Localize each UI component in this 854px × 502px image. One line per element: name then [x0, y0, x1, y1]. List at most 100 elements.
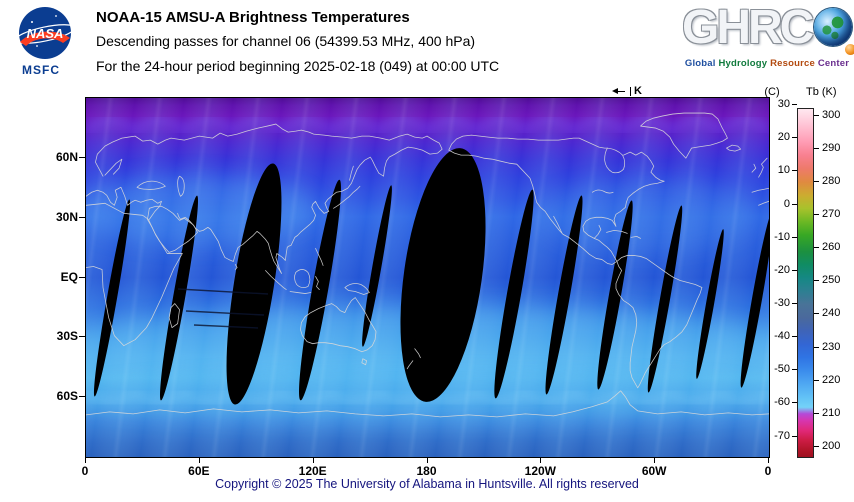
orbital-gap: [696, 229, 724, 379]
coast-cuba: [606, 229, 628, 234]
coast-eurasia-north: [95, 123, 428, 177]
colorbar-celsius-tick-label: -20: [774, 263, 790, 276]
lon-tick-label: 60E: [188, 464, 210, 478]
colorbar-celsius-tick-mark: [792, 402, 797, 404]
colorbar-kelvin-tick-mark: [814, 247, 819, 249]
colorbar-celsius-tick-label: -40: [774, 330, 790, 343]
lon-tick-label: 180: [416, 464, 437, 478]
lat-tick-label: EQ: [60, 269, 78, 284]
colorbar-kelvin-tick-mark: [814, 214, 819, 216]
lon-tick-label: 120W: [524, 464, 556, 478]
colorbar-kelvin-tick-label: 210: [822, 406, 841, 419]
lat-tick-mark: [79, 216, 85, 218]
colorbar-celsius-unit: (C): [764, 86, 780, 98]
colorbar-kelvin-tick-label: 280: [822, 174, 841, 187]
colorbar-kelvin-tick-mark: [814, 412, 819, 414]
arrow-bar-icon: [630, 86, 631, 96]
colorbar: [797, 108, 814, 458]
coast-tasmania: [361, 358, 367, 366]
coast-sumatra: [265, 270, 287, 290]
colorbar-celsius-tick-label: -30: [774, 297, 790, 310]
colorbar-kelvin-tick-mark: [814, 114, 819, 116]
nasa-chevron: [20, 31, 70, 46]
coast-iberia: [751, 187, 769, 206]
nasa-logo: NASA: [15, 7, 75, 59]
colorbar-celsius-tick-mark: [792, 203, 797, 205]
coast-sri-lanka: [234, 264, 238, 270]
orbital-gap: [597, 200, 633, 390]
colorbar-kelvin-tick-mark: [814, 313, 819, 315]
ghrc-tagline-word: Center: [815, 58, 850, 69]
ghrc-tagline-word: Hydrology: [715, 58, 768, 69]
k-marker-label: K: [634, 85, 642, 97]
lon-tick-mark: [312, 458, 314, 463]
colorbar-kelvin-tick-label: 200: [822, 440, 841, 453]
orbital-gap: [299, 179, 341, 401]
orbital-gap: [93, 199, 131, 397]
lat-tick-mark: [79, 336, 85, 338]
coast-new-zealand: [406, 348, 421, 370]
colorbar-celsius-tick-label: 10: [777, 164, 790, 177]
colorbar-celsius-tick-mark: [792, 336, 797, 338]
lat-tick-label: 30S: [56, 329, 78, 344]
coast-hispaniola: [630, 235, 641, 239]
colorbar-kelvin-tick-mark: [814, 180, 819, 182]
colorbar-kelvin-tick-label: 250: [822, 274, 841, 287]
orbital-gap: [647, 205, 683, 393]
coastlines: [86, 112, 769, 418]
coast-yucatan: [593, 224, 602, 239]
globe-icon: [814, 8, 852, 46]
colorbar-kelvin-tick-label: 290: [822, 141, 841, 154]
coast-sulawesi: [315, 276, 320, 290]
coast-ireland: [751, 163, 757, 173]
coast-north-america-east: [582, 180, 665, 262]
colorbar-kelvin-tick-mark: [814, 280, 819, 282]
coast-south-america: [615, 255, 703, 389]
ghrc-acronym: GHRC: [682, 1, 814, 54]
ghrc-tagline-word: Global: [684, 58, 716, 69]
coast-north-america-west: [448, 149, 618, 265]
colorbar-celsius-tick-label: 30: [777, 98, 790, 111]
colorbar-kelvin-tick-label: 230: [822, 340, 841, 353]
colorbar-celsius-tick-mark: [792, 269, 797, 271]
orbital-gap: [226, 163, 282, 405]
colorbar-celsius-tick-mark: [792, 104, 797, 106]
colorbar-kelvin-tick-mark: [814, 147, 819, 149]
coast-japan: [333, 185, 361, 209]
colorbar-kelvin-unit: Tb (K): [806, 86, 837, 98]
orbital-gap: [362, 185, 392, 347]
orbital-gap: [545, 195, 583, 395]
page-title: NOAA-15 AMSU-A Brightness Temperatures: [96, 9, 410, 26]
coast-north-america-arctic: [448, 134, 608, 151]
coast-new-guinea: [344, 283, 370, 295]
page-subtitle-period: For the 24-hour period beginning 2025-02…: [96, 58, 500, 74]
coast-hudson-bay: [604, 147, 626, 174]
colorbar-celsius-tick-label: -10: [774, 230, 790, 243]
lon-tick-mark: [426, 458, 428, 463]
coast-iceland: [726, 144, 742, 152]
ghrc-tagline-word: Resource: [767, 58, 815, 69]
colorbar-celsius-tick-label: -50: [774, 363, 790, 376]
orbital-gap: [400, 148, 486, 402]
lon-tick-mark: [768, 458, 769, 463]
coast-asia-east: [177, 135, 443, 274]
coast-baltic: [104, 158, 123, 176]
map-canvas: [86, 98, 769, 457]
colorbar-celsius-tick-label: -70: [774, 429, 790, 442]
colorbar-celsius-tick-label: 20: [777, 131, 790, 144]
lat-tick-label: 60N: [55, 149, 78, 164]
lon-tick-mark: [540, 458, 542, 463]
lon-tick-mark: [654, 458, 656, 463]
coast-madagascar: [168, 303, 180, 329]
copyright-text: Copyright © 2025 The University of Alaba…: [215, 477, 639, 491]
coast-africa: [86, 202, 183, 347]
ghrc-logo: GHRC Global Hydrology Resource Center: [682, 0, 854, 78]
coast-britain: [758, 157, 768, 178]
msfc-label: MSFC: [22, 63, 60, 77]
lon-tick-label: 0: [764, 464, 772, 478]
coast-greenland: [640, 112, 728, 159]
nasa-wordmark: NASA: [27, 26, 64, 41]
colorbar-kelvin-tick-mark: [814, 346, 819, 348]
orbital-data-gaps: [93, 148, 769, 405]
